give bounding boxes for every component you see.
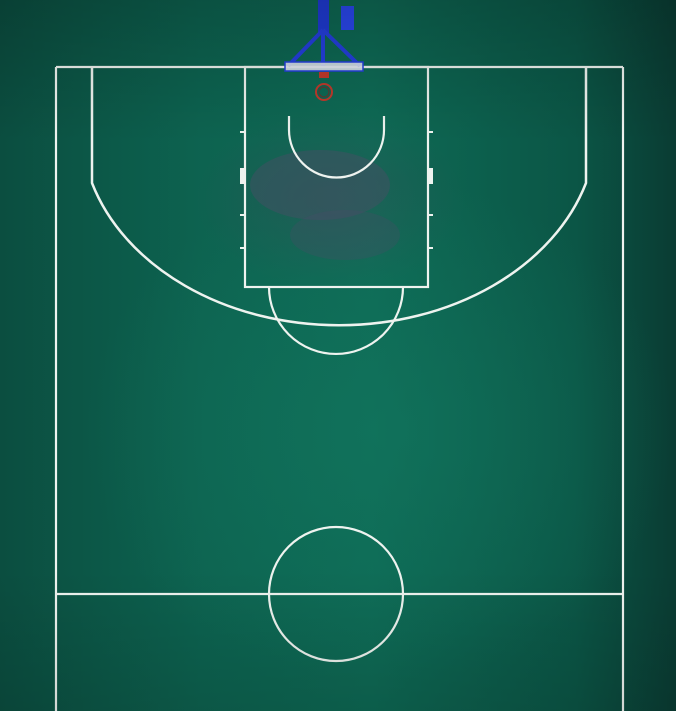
center-circle <box>267 525 405 663</box>
pole-bracket <box>341 6 354 30</box>
net <box>318 86 330 98</box>
support-arms <box>286 28 362 68</box>
lane-hash-marks <box>240 131 433 249</box>
rim <box>315 83 333 101</box>
three-point-line <box>90 67 588 327</box>
basket-pole <box>318 0 329 34</box>
restricted-area-arc <box>287 116 386 179</box>
backboard <box>285 62 363 71</box>
paint-stain <box>250 150 400 260</box>
basket-assembly <box>284 0 364 101</box>
rim-bracket <box>319 72 329 78</box>
free-throw-circle <box>267 286 405 356</box>
